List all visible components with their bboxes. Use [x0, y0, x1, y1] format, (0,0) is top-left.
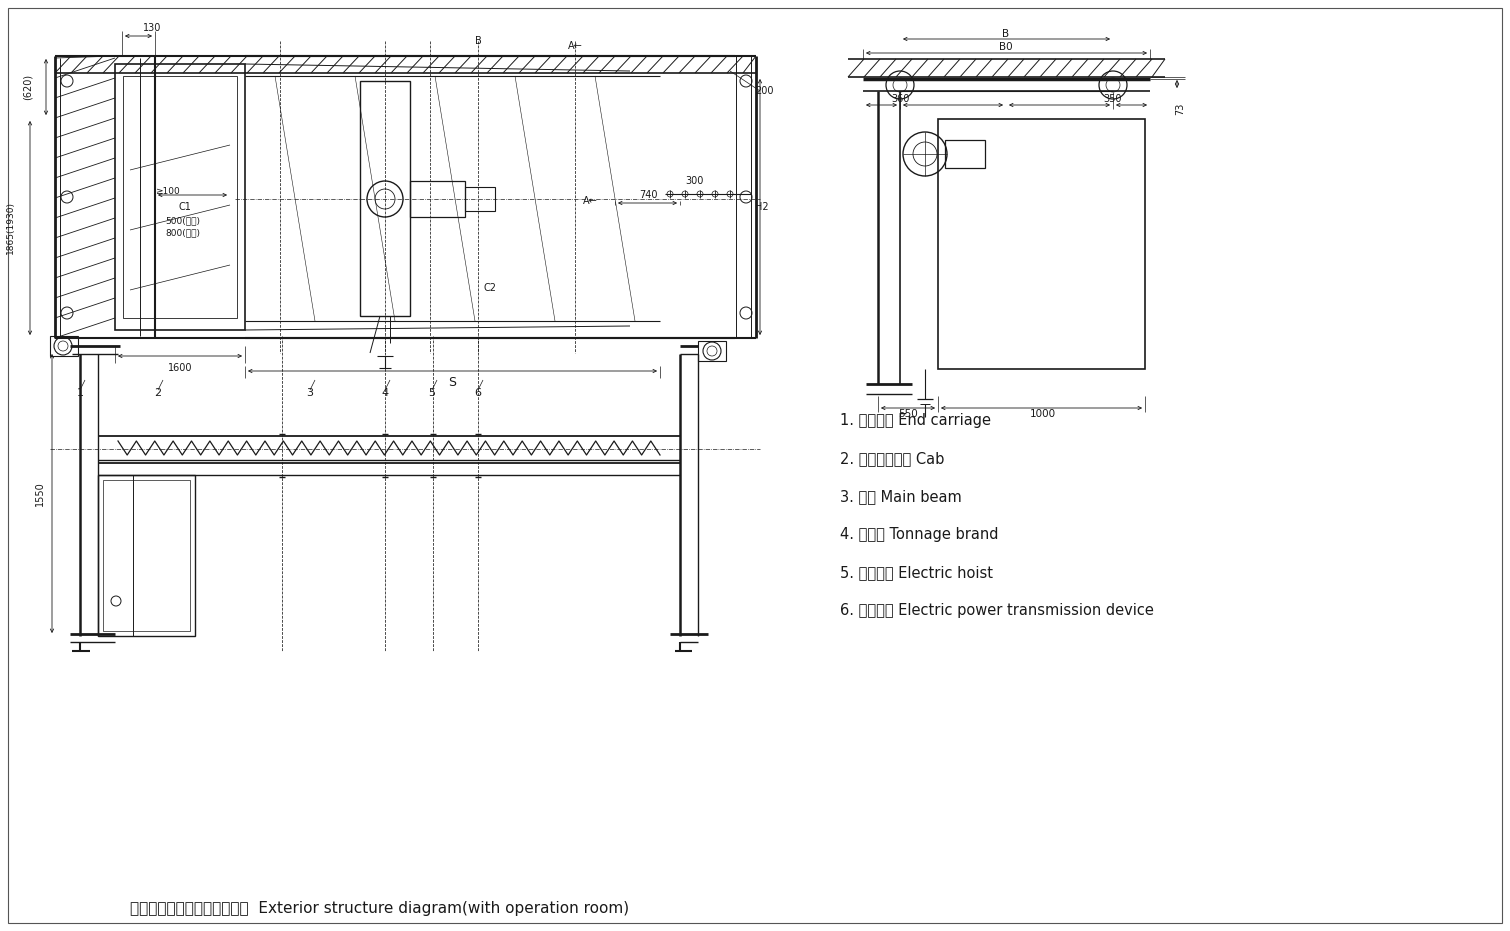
Text: 4. 吨位牌 Tonnage brand: 4. 吨位牌 Tonnage brand	[840, 528, 998, 543]
Text: 6: 6	[474, 388, 482, 398]
Text: 800(端开): 800(端开)	[165, 228, 199, 237]
Text: 360: 360	[891, 94, 909, 104]
Text: B0: B0	[1000, 42, 1013, 52]
Text: B: B	[1003, 29, 1010, 39]
Text: 2. 封闭式司机室 Cab: 2. 封闭式司机室 Cab	[840, 452, 944, 466]
Text: 外形结构图（安装有司机室）  Exterior structure diagram(with operation room): 外形结构图（安装有司机室） Exterior structure diagram…	[130, 901, 630, 916]
Bar	[103, 480, 190, 631]
Text: A←: A←	[583, 196, 598, 206]
Text: H2: H2	[755, 202, 769, 212]
Text: 1550: 1550	[35, 481, 45, 506]
Text: ≥100: ≥100	[156, 186, 180, 196]
Text: S: S	[448, 375, 456, 388]
Text: (620): (620)	[23, 74, 33, 100]
Bar	[465, 187, 495, 211]
Text: 130: 130	[143, 23, 162, 33]
Bar	[98, 475, 195, 636]
Bar	[115, 64, 245, 330]
Text: 3: 3	[307, 388, 314, 398]
Bar	[945, 140, 985, 168]
Bar	[359, 81, 411, 316]
Text: 5: 5	[429, 388, 435, 398]
Bar	[50, 336, 79, 356]
Text: 300: 300	[686, 176, 704, 186]
Text: 1000: 1000	[1030, 409, 1055, 419]
Text: 350: 350	[1104, 94, 1122, 104]
Text: 4: 4	[382, 388, 388, 398]
Text: A←: A←	[568, 41, 583, 51]
Text: 550: 550	[898, 409, 918, 419]
Text: 500(侧开): 500(侧开)	[165, 217, 199, 225]
Text: B: B	[474, 36, 482, 46]
Text: 200: 200	[755, 86, 773, 96]
Text: C1: C1	[178, 202, 192, 212]
Text: 1: 1	[77, 388, 83, 398]
Text: C2: C2	[483, 283, 497, 293]
Text: 1865(1930): 1865(1930)	[6, 201, 15, 254]
Text: 3. 主梁 Main beam: 3. 主梁 Main beam	[840, 490, 962, 505]
Bar	[698, 341, 726, 361]
Text: 5. 电动葫芦 Electric hoist: 5. 电动葫芦 Electric hoist	[840, 565, 994, 581]
Text: 740: 740	[639, 190, 657, 200]
Text: 73: 73	[1175, 102, 1185, 115]
Bar	[122, 76, 237, 318]
Text: 1. 端梁装置 End carriage: 1. 端梁装置 End carriage	[840, 413, 991, 428]
Text: 6. 输电装置 Electric power transmission device: 6. 输电装置 Electric power transmission devi…	[840, 603, 1154, 618]
Bar	[938, 119, 1145, 369]
Text: 1600: 1600	[168, 363, 192, 373]
Text: 2: 2	[154, 388, 162, 398]
Bar	[411, 181, 465, 217]
